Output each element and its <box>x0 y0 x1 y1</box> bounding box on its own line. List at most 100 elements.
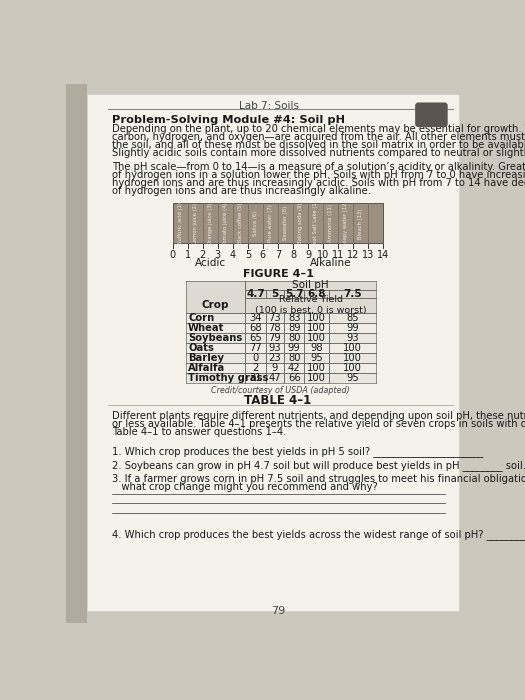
Text: 5.7: 5.7 <box>285 289 303 299</box>
Text: TABLE 4–1: TABLE 4–1 <box>244 394 312 407</box>
FancyBboxPatch shape <box>266 363 284 372</box>
FancyBboxPatch shape <box>329 323 375 332</box>
Text: Table 4–1 to answer questions 1–4.: Table 4–1 to answer questions 1–4. <box>112 428 287 438</box>
Text: 73: 73 <box>269 313 281 323</box>
Text: 100: 100 <box>307 363 326 372</box>
Text: 6: 6 <box>260 250 266 260</box>
Text: Lab 7: Soils: Lab 7: Soils <box>239 101 299 111</box>
FancyBboxPatch shape <box>266 353 284 363</box>
Text: or less available. Table 4–1 presents the relative yield of seven crops in soils: or less available. Table 4–1 presents th… <box>112 419 525 429</box>
Text: Sulfuric acid (1): Sulfuric acid (1) <box>177 202 183 244</box>
Text: 98: 98 <box>310 343 323 353</box>
Text: of hydrogen ions and are thus increasingly alkaline.: of hydrogen ions and are thus increasing… <box>112 186 371 196</box>
Text: 4.7: 4.7 <box>246 289 265 299</box>
Text: 80: 80 <box>288 353 300 363</box>
FancyBboxPatch shape <box>245 363 266 372</box>
FancyBboxPatch shape <box>304 343 329 353</box>
Text: 100: 100 <box>343 363 362 372</box>
Text: Orange juice (3): Orange juice (3) <box>208 202 213 245</box>
FancyBboxPatch shape <box>284 313 304 323</box>
Text: 89: 89 <box>288 323 300 332</box>
Text: 8: 8 <box>290 250 296 260</box>
Text: Saliva (6): Saliva (6) <box>253 211 258 236</box>
Text: FIGURE 4–1: FIGURE 4–1 <box>243 269 313 279</box>
Text: 1: 1 <box>185 250 191 260</box>
Text: 6.8: 6.8 <box>308 289 326 299</box>
Text: carbon, hydrogen, and oxygen—are acquired from the air. All other elements must : carbon, hydrogen, and oxygen—are acquire… <box>112 132 525 142</box>
Text: Different plants require different nutrients, and depending upon soil pH, these : Different plants require different nutri… <box>112 412 525 421</box>
Text: 4. Which crop produces the best yields across the widest range of soil pH? _____: 4. Which crop produces the best yields a… <box>112 529 525 540</box>
FancyBboxPatch shape <box>186 332 245 343</box>
Text: 12: 12 <box>347 250 360 260</box>
Text: Ammonia (11): Ammonia (11) <box>328 204 333 242</box>
Text: Acidic: Acidic <box>195 258 226 268</box>
FancyBboxPatch shape <box>186 343 245 353</box>
Text: 11: 11 <box>332 250 344 260</box>
Text: 42: 42 <box>288 363 300 372</box>
Text: 2: 2 <box>253 363 259 372</box>
Text: 0: 0 <box>170 250 176 260</box>
FancyBboxPatch shape <box>284 343 304 353</box>
FancyBboxPatch shape <box>245 298 375 313</box>
Text: Depending on the plant, up to 20 chemical elements may be essential for growth. : Depending on the plant, up to 20 chemica… <box>112 124 525 134</box>
Text: Tomato juice (4): Tomato juice (4) <box>223 202 228 245</box>
FancyBboxPatch shape <box>304 363 329 372</box>
FancyBboxPatch shape <box>186 353 245 363</box>
Text: Oats: Oats <box>188 343 214 353</box>
Text: 5: 5 <box>245 250 251 260</box>
FancyBboxPatch shape <box>186 363 245 372</box>
Text: Baking soda (9): Baking soda (9) <box>298 202 303 244</box>
FancyBboxPatch shape <box>329 332 375 343</box>
Text: 2. Soybeans can grow in pH 4.7 soil but will produce best yields in pH ________ : 2. Soybeans can grow in pH 4.7 soil but … <box>112 460 525 471</box>
Text: 99: 99 <box>288 343 301 353</box>
Text: 78: 78 <box>269 323 281 332</box>
Text: Great Salt Lake (10): Great Salt Lake (10) <box>313 197 318 250</box>
Text: 85: 85 <box>346 313 359 323</box>
Text: Seawater (8): Seawater (8) <box>283 206 288 241</box>
Text: 47: 47 <box>269 373 281 383</box>
FancyBboxPatch shape <box>304 353 329 363</box>
FancyBboxPatch shape <box>284 323 304 332</box>
Text: 34: 34 <box>249 313 262 323</box>
Text: Wheat: Wheat <box>188 323 225 332</box>
Text: Soybeans: Soybeans <box>188 332 243 343</box>
Text: 9: 9 <box>272 363 278 372</box>
FancyBboxPatch shape <box>186 313 245 323</box>
Text: The pH scale—from 0 to 14—is a measure of a solution’s acidity or alkalinity. Gr: The pH scale—from 0 to 14—is a measure o… <box>112 162 525 172</box>
FancyBboxPatch shape <box>415 102 448 127</box>
FancyBboxPatch shape <box>304 332 329 343</box>
Text: 100: 100 <box>307 313 326 323</box>
Text: of hydrogen ions in a solution lower the pH. Soils with pH from 7 to 0 have incr: of hydrogen ions in a solution lower the… <box>112 170 525 180</box>
FancyBboxPatch shape <box>186 372 245 383</box>
Text: Soil pH: Soil pH <box>292 281 329 290</box>
Text: 0: 0 <box>253 353 259 363</box>
FancyBboxPatch shape <box>245 353 266 363</box>
Text: 93: 93 <box>346 332 359 343</box>
Text: 93: 93 <box>269 343 281 353</box>
Text: 4: 4 <box>230 250 236 260</box>
Text: 9: 9 <box>305 250 311 260</box>
Text: 7.5: 7.5 <box>343 289 362 299</box>
FancyBboxPatch shape <box>186 281 245 313</box>
FancyBboxPatch shape <box>87 94 459 612</box>
Text: 100: 100 <box>307 323 326 332</box>
Text: Corn: Corn <box>188 313 214 323</box>
Text: 99: 99 <box>346 323 359 332</box>
FancyBboxPatch shape <box>284 363 304 372</box>
Text: Slightly acidic soils contain more dissolved nutrients compared to neutral or sl: Slightly acidic soils contain more disso… <box>112 148 525 158</box>
FancyBboxPatch shape <box>329 372 375 383</box>
Text: 7: 7 <box>275 250 281 260</box>
Text: Alkaline: Alkaline <box>310 258 351 268</box>
Text: Black coffee (5): Black coffee (5) <box>238 202 243 244</box>
FancyBboxPatch shape <box>329 313 375 323</box>
Text: 100: 100 <box>307 373 326 383</box>
FancyBboxPatch shape <box>284 372 304 383</box>
Text: Credit/courtesy of USDA (adapted): Credit/courtesy of USDA (adapted) <box>211 386 350 395</box>
FancyBboxPatch shape <box>266 323 284 332</box>
Text: Timothy grass: Timothy grass <box>188 373 268 383</box>
FancyBboxPatch shape <box>284 332 304 343</box>
FancyBboxPatch shape <box>186 323 245 332</box>
FancyBboxPatch shape <box>304 372 329 383</box>
FancyBboxPatch shape <box>304 323 329 332</box>
Text: 13: 13 <box>362 250 374 260</box>
